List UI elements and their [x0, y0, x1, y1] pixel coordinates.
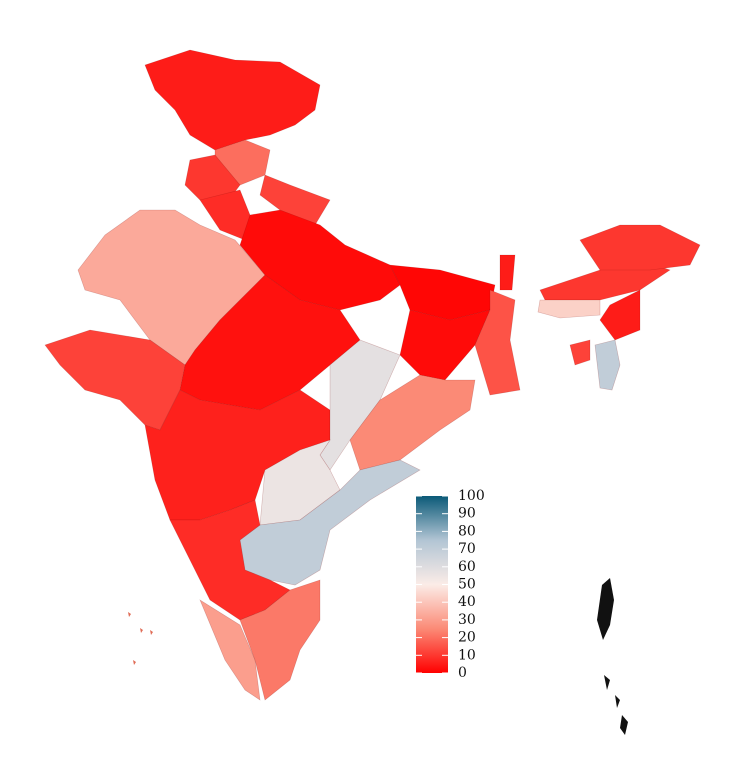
region: [579, 224, 701, 271]
region: [474, 289, 521, 396]
colorbar-label: 30: [458, 612, 476, 628]
colorbar-label: 50: [458, 577, 476, 593]
region: [239, 209, 401, 311]
region: [199, 599, 261, 701]
island: [604, 675, 628, 735]
island: [128, 612, 153, 665]
colorbar-label: 10: [458, 647, 476, 663]
colorbar-label: 20: [458, 630, 476, 646]
colorbar-label: 0: [458, 665, 467, 681]
colorbar-label: 60: [458, 559, 476, 575]
colorbar-label: 40: [458, 594, 476, 610]
colorbar-label: 100: [458, 488, 485, 504]
region: [569, 339, 591, 366]
region: [499, 254, 516, 291]
region: [179, 274, 361, 411]
island: [597, 578, 614, 640]
region: [599, 289, 641, 341]
colorbar-label: 80: [458, 523, 476, 539]
region: [319, 339, 401, 471]
region: [259, 439, 341, 526]
region: [389, 264, 496, 321]
colorbar-label: 90: [458, 506, 476, 522]
region: [144, 49, 321, 151]
region: [594, 339, 621, 391]
region: [349, 374, 476, 471]
regions: [44, 49, 701, 701]
islands: [128, 578, 628, 735]
region: [537, 299, 601, 319]
region: [239, 579, 321, 701]
region: [169, 499, 291, 621]
region: [399, 309, 491, 381]
colorbar-label: 70: [458, 541, 476, 557]
